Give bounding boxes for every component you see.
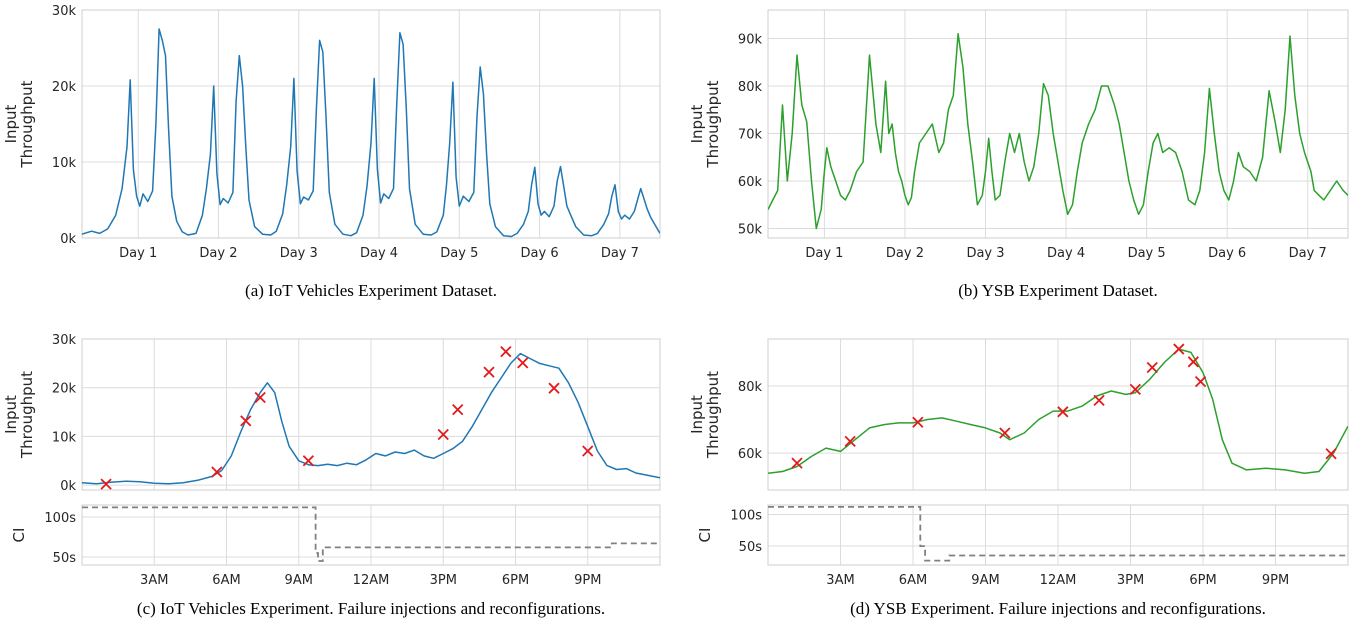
chart-c-ytick-label: 0k [60,479,76,494]
chart-d-failure-marker [1194,375,1207,388]
chart-d-ci-xtick-label: 6PM [1189,573,1216,588]
chart-d-ci-xtick-label: 3AM [826,573,854,588]
chart-d-failure-marker [1146,361,1158,374]
chart-c-ci-xtick-label: 9PM [574,573,601,588]
chart-b-xtick-label: Day 5 [1128,246,1166,261]
chart-a-xtick-label: Day 7 [601,246,639,261]
chart-c-ytick-label: 10k [52,430,77,445]
chart-b-ytick-label: 60k [738,175,763,190]
chart-c-ytick-label: 30k [52,333,77,348]
chart-c-failure-marker [582,445,594,457]
chart-c-failure-marker [100,478,112,490]
chart-d-ytick-label: 60k [738,447,763,462]
chart-c-failure-marker [254,391,266,404]
chart-a-xtick-label: Day 4 [360,246,398,261]
chart-c-caption: (c) IoT Vehicles Experiment. Failure inj… [137,599,605,618]
chart-c-ci-xtick-label: 6PM [502,573,529,588]
chart-c-failure-marker [240,415,252,427]
chart-b-ytick-label: 80k [738,80,763,95]
chart-a-frame [81,9,661,239]
chart-d-failure-marker [1173,343,1185,355]
chart-a-xtick-label: Day 3 [280,246,318,261]
chart-d-ci-ytick-label: 50s [739,540,763,555]
chart-c-ci-xtick-label: 6AM [212,573,240,588]
chart-a-ylabel: InputThroughput [2,80,36,168]
chart-d-failure-marker [1057,406,1069,418]
chart-c-ci-xtick-label: 12AM [353,573,390,588]
chart-c-failure-marker [483,366,495,378]
chart-d-ci-line [768,506,1348,562]
chart-b-ylabel: InputThroughput [688,80,722,168]
panel-ysb-dataset: 50k 60k 70k 80k 90k Day 1 Day 2 Day 3 Day 4 Day 5… [688,9,1349,300]
chart-b-xtick-label: Day 6 [1208,246,1246,261]
chart-a-xtick-label: Day 5 [440,246,478,261]
chart-a-ytick-label: 20k [52,80,77,95]
chart-c-ylabel: InputThroughput [2,371,36,459]
chart-b-ytick-label: 50k [738,223,763,238]
chart-d-failure-marker [1129,383,1141,395]
chart-a-series-line [82,28,660,238]
panel-iot-dataset: 0k 10k 20k 30k Day 1 Day 2 Day 3 Day 4 Day 5 Day … [2,4,661,300]
chart-c-failure-marker [302,455,315,467]
chart-d-ytick-label: 80k [738,380,763,395]
chart-c-frame [81,338,661,491]
chart-c-failure-marker [437,428,449,441]
chart-c-failure-marker [548,382,560,394]
chart-d-ci-ytick-label: 100s [730,508,762,523]
chart-b-xtick-label: Day 1 [805,246,843,261]
chart-c-ci-ylabel: CI [10,528,28,543]
chart-c-failure-marker [452,403,464,416]
chart-c-failure-marker [500,346,512,358]
chart-b-ytick-label: 70k [738,128,763,143]
chart-d-failure-marker [844,435,856,447]
chart-c-ci-frame [81,504,661,566]
chart-d-ci-xtick-label: 12AM [1040,573,1077,588]
chart-d-caption: (d) YSB Experiment. Failure injections a… [850,599,1266,618]
chart-d-ci-xtick-label: 3PM [1117,573,1144,588]
chart-d-failure-marker [999,427,1011,439]
chart-d-ci-xtick-label: 9AM [971,573,999,588]
chart-a-ytick-label: 0k [60,232,76,247]
chart-c-ci-xtick-label: 3PM [430,573,457,588]
chart-b-xtick-label: Day 7 [1289,246,1327,261]
chart-d-ci-frame [767,504,1349,566]
chart-c-ci-ytick-label: 100s [44,511,76,526]
chart-a-xtick-label: Day 2 [199,246,237,261]
chart-c-ci-line [82,506,660,562]
panel-ysb-experiment: 60k 80k InputThroughput 50s 100s 3AM 6AM 9AM 12A… [688,338,1349,618]
chart-d-failure-marker [1187,356,1199,368]
chart-a-xtick-label: Day 6 [521,246,559,261]
chart-b-xtick-label: Day 2 [886,246,924,261]
chart-d-series-line [768,348,1348,474]
chart-c-failure-marker [517,357,529,369]
chart-b-xtick-label: Day 3 [966,246,1004,261]
chart-d-ci-ylabel: CI [696,528,714,543]
panel-iot-experiment: 0k 10k 20k 30k InputThroughput 50s 100s 3AM 6AM 9… [2,333,661,618]
chart-d-failure-marker [912,416,924,428]
chart-a-xtick-label: Day 1 [119,246,157,261]
chart-d-ci-xtick-label: 9PM [1262,573,1289,588]
chart-b-frame [767,9,1349,239]
chart-d-ci-xtick-label: 6AM [899,573,927,588]
chart-b-series-line [768,33,1348,230]
chart-b-xtick-label: Day 4 [1047,246,1085,261]
chart-a-ytick-label: 10k [52,156,77,171]
chart-a-caption: (a) IoT Vehicles Experiment Dataset. [245,281,497,300]
chart-b-caption: (b) YSB Experiment Dataset. [958,281,1158,300]
chart-c-ytick-label: 20k [52,382,77,397]
chart-c-failure-marker [211,466,223,478]
chart-c-ci-xtick-label: 9AM [285,573,313,588]
chart-d-failure-marker [1325,448,1337,460]
chart-d-failure-marker [1093,394,1105,407]
chart-b-ytick-label: 90k [738,33,763,48]
chart-d-ylabel: InputThroughput [688,371,722,459]
chart-c-ci-xtick-label: 3AM [140,573,168,588]
chart-a-ytick-label: 30k [52,4,77,19]
chart-c-ci-ytick-label: 50s [53,551,77,566]
chart-d-failure-marker [791,457,803,469]
chart-d-frame [767,338,1349,491]
